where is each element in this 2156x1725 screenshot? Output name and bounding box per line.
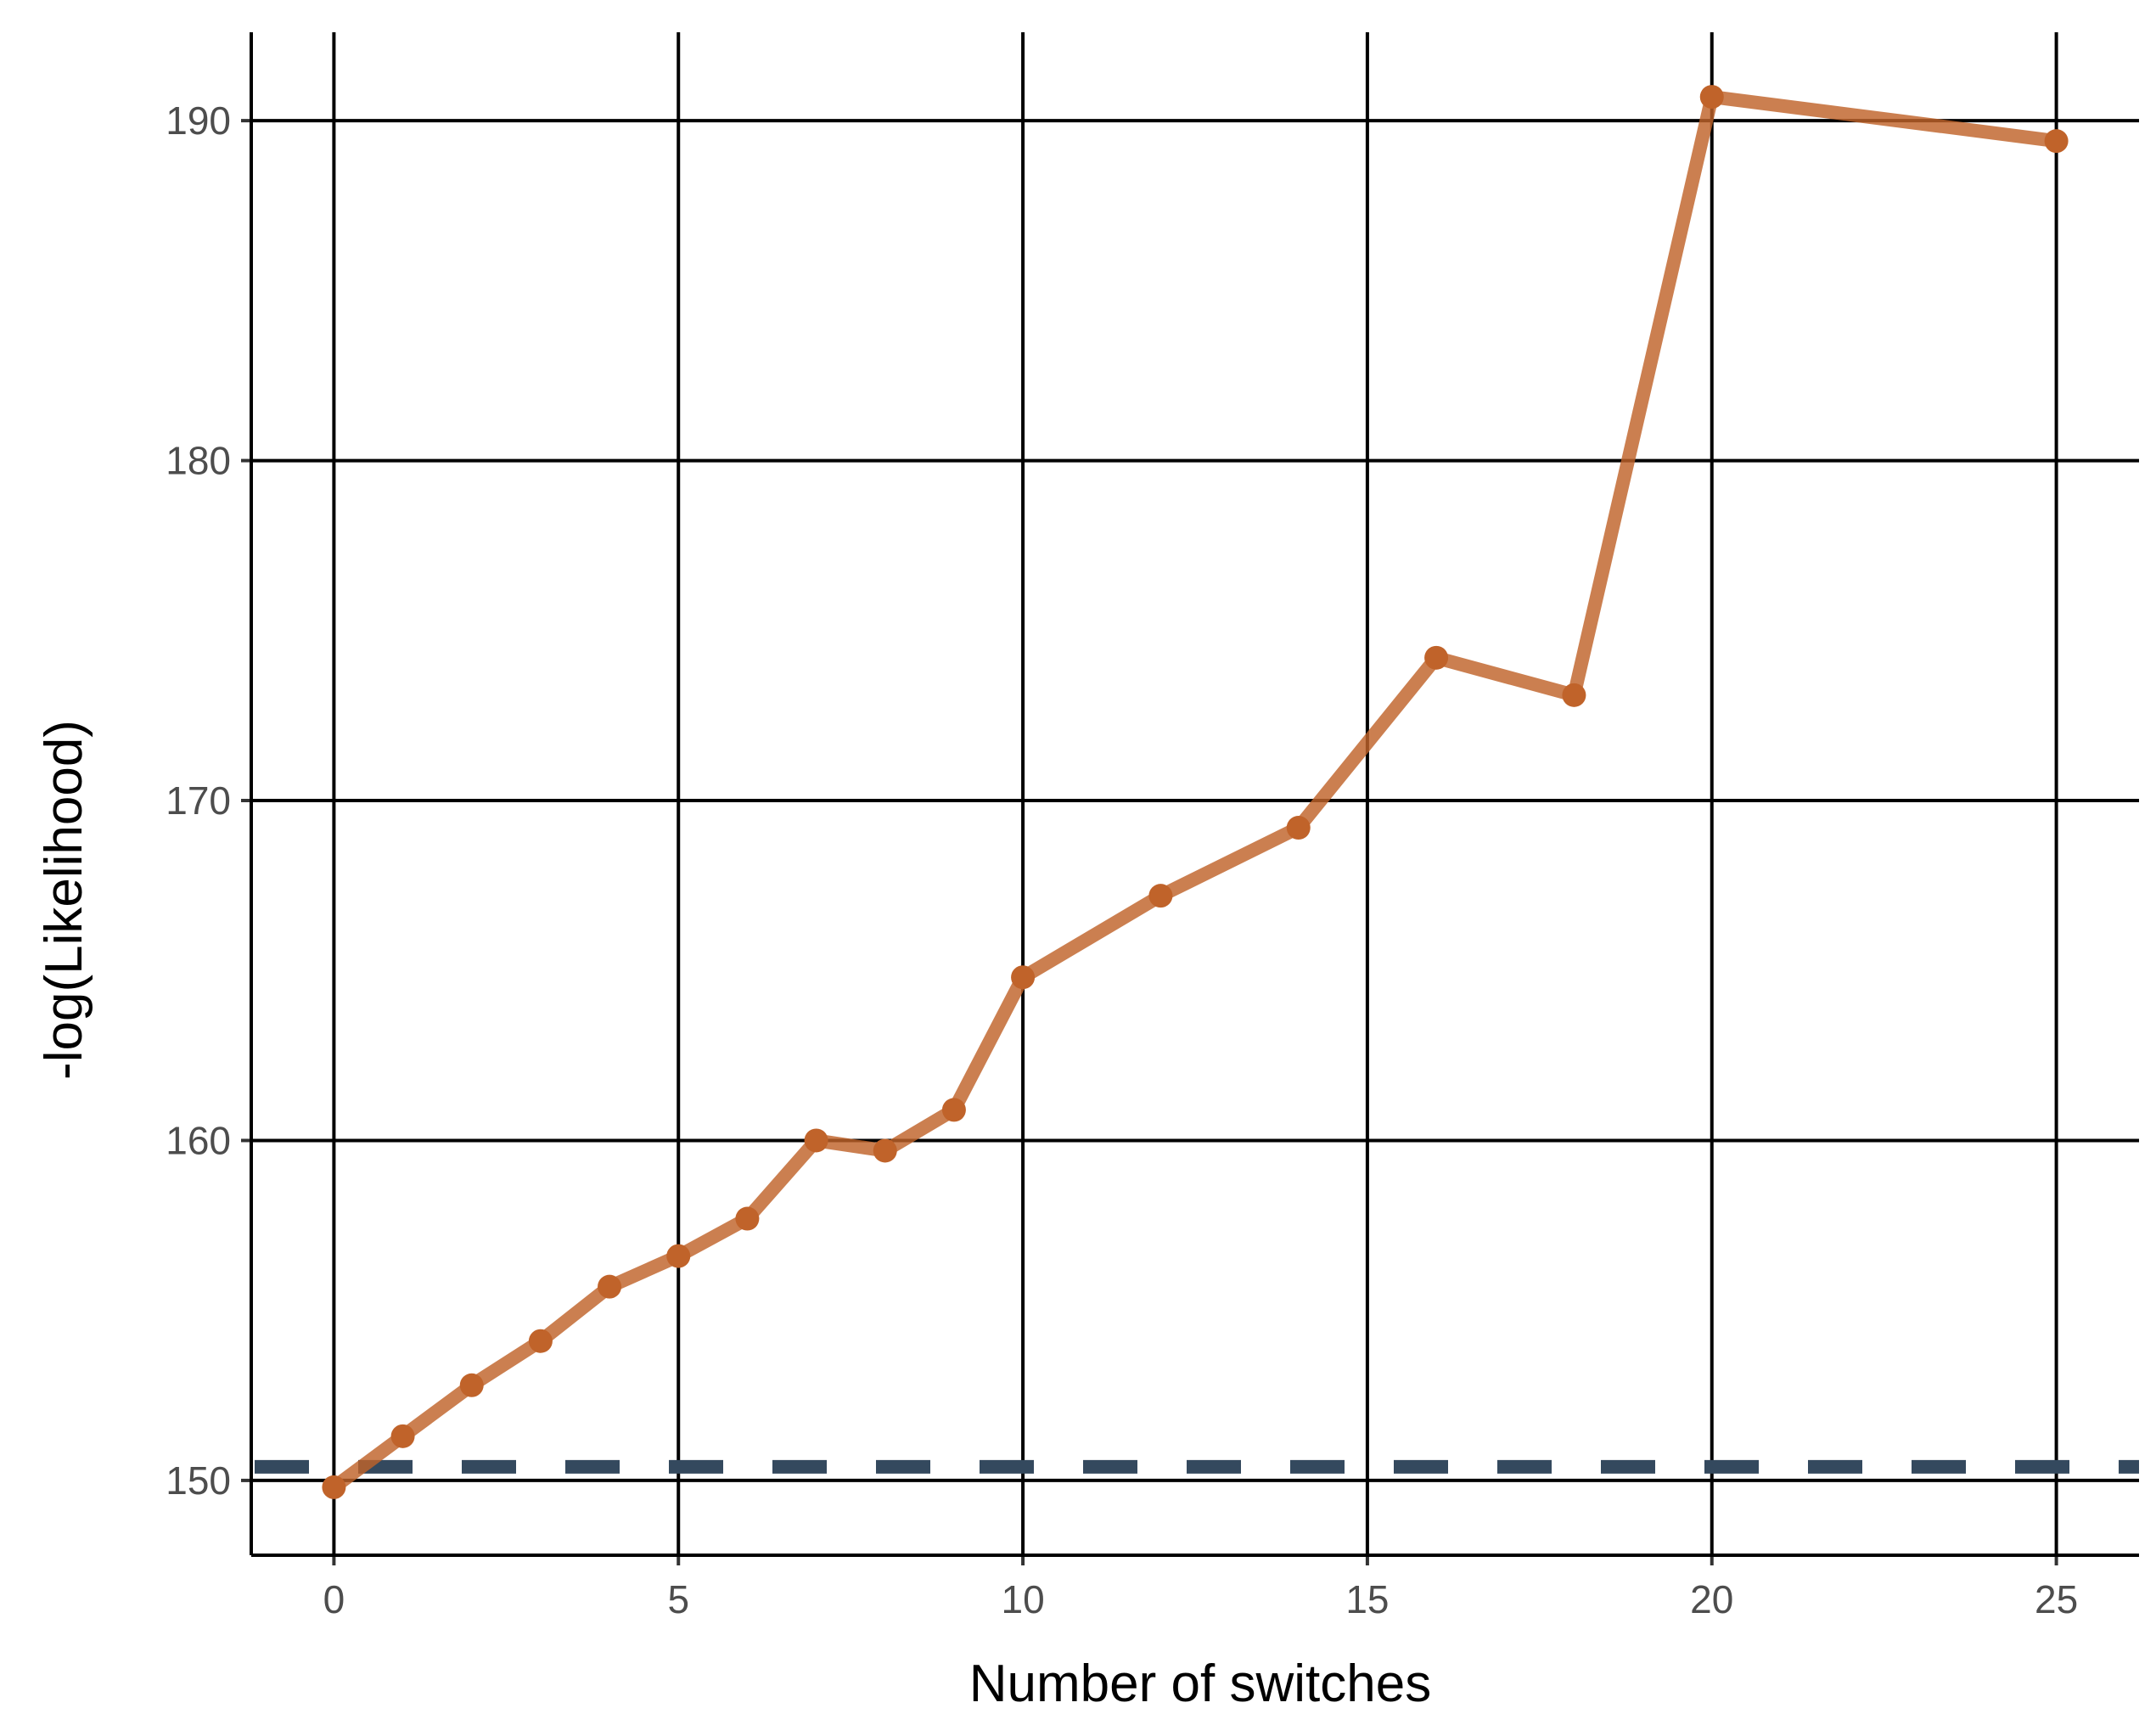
x-tick-label: 10 bbox=[1001, 1577, 1044, 1621]
data-point bbox=[1148, 884, 1173, 908]
x-axis-title: Number of switches bbox=[969, 1655, 1431, 1713]
data-point bbox=[804, 1128, 828, 1153]
data-point bbox=[735, 1206, 760, 1231]
series-layer bbox=[322, 85, 2069, 1499]
data-point bbox=[1011, 965, 1036, 990]
data-point bbox=[666, 1244, 691, 1268]
tick-labels: 0 5 10 15 20 25 150 160 170 180 190 bbox=[166, 98, 2078, 1621]
data-point bbox=[459, 1373, 484, 1397]
x-tick-label: 5 bbox=[667, 1577, 689, 1621]
data-point bbox=[2044, 129, 2069, 154]
data-point bbox=[322, 1475, 346, 1499]
series-line bbox=[327, 90, 2063, 1494]
data-point bbox=[1424, 645, 1449, 670]
data-point bbox=[528, 1329, 553, 1353]
y-tick-label: 160 bbox=[166, 1118, 231, 1162]
x-tick-label: 15 bbox=[1345, 1577, 1389, 1621]
gridlines bbox=[251, 32, 2139, 1555]
data-point bbox=[390, 1424, 415, 1448]
y-tick-label: 150 bbox=[166, 1458, 231, 1503]
data-point bbox=[1562, 683, 1586, 707]
data-point bbox=[1699, 85, 1724, 110]
x-tick-label: 0 bbox=[323, 1577, 345, 1621]
y-axis-title: -log(Likelihood) bbox=[35, 720, 93, 1080]
data-point bbox=[873, 1138, 897, 1163]
data-point bbox=[598, 1274, 622, 1299]
y-tick-label: 190 bbox=[166, 98, 231, 143]
x-tick-label: 25 bbox=[2035, 1577, 2078, 1621]
data-point bbox=[1286, 816, 1311, 840]
data-point bbox=[941, 1098, 966, 1122]
axes bbox=[241, 32, 2139, 1565]
y-tick-label: 180 bbox=[166, 439, 231, 483]
y-tick-label: 170 bbox=[166, 778, 231, 823]
x-tick-label: 20 bbox=[1690, 1577, 1733, 1621]
